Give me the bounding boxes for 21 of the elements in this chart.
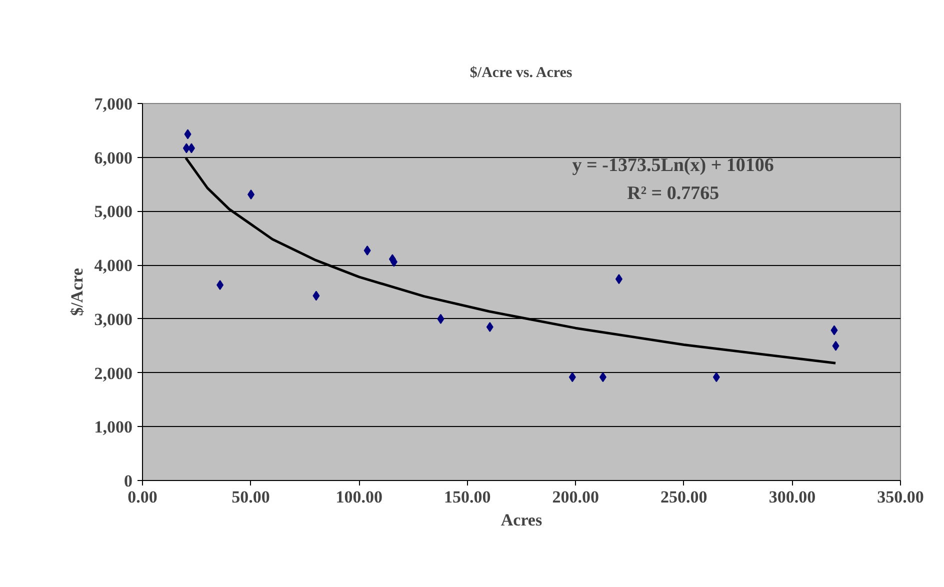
annotation: R² = 0.7765 [627, 183, 720, 204]
x-tick-label: 350.00 [877, 488, 924, 506]
x-tick-label: 250.00 [660, 488, 708, 506]
x-axis-title: Acres [500, 510, 542, 530]
y-tick-label: 2,000 [94, 364, 132, 383]
chart-title: $/Acre vs. Acres [470, 65, 572, 81]
x-tick-label: 300.00 [768, 488, 816, 506]
y-tick-label: 7,000 [94, 94, 132, 114]
y-tick-label: 1,000 [94, 418, 132, 437]
x-tick-label: 200.00 [552, 488, 600, 506]
y-tick-label: 4,000 [94, 256, 132, 276]
x-tick-label: 100.00 [336, 488, 382, 506]
y-tick-label: 6,000 [94, 148, 132, 168]
annotation: y = -1373.5Ln(x) + 10106 [572, 155, 774, 176]
x-tick-label: 150.00 [444, 488, 491, 506]
x-tick-label: 0.00 [128, 488, 158, 506]
y-axis-title: $/Acre [67, 268, 86, 316]
x-tick-label: 50.00 [232, 488, 270, 506]
y-tick-label: 0 [124, 472, 132, 490]
y-tick-label: 3,000 [94, 310, 132, 329]
y-tick-label: 5,000 [94, 202, 132, 222]
